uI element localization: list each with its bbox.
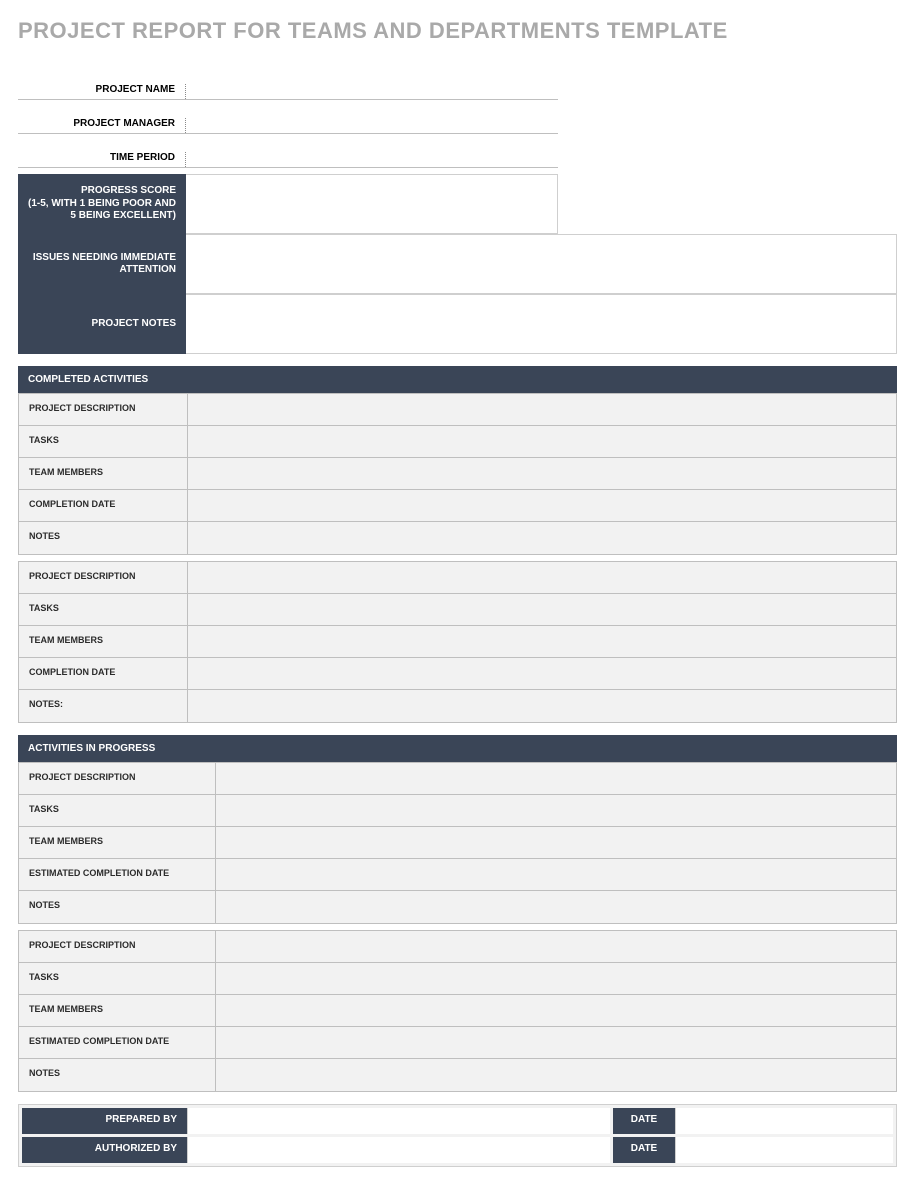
authorized-by-date-value[interactable] bbox=[675, 1137, 893, 1163]
progress-score-label: PROGRESS SCORE (1-5, WITH 1 BEING POOR A… bbox=[18, 174, 186, 234]
field-label: TASKS bbox=[19, 594, 187, 625]
field-value[interactable] bbox=[187, 562, 896, 593]
field-value[interactable] bbox=[187, 458, 896, 489]
signoff-block: PREPARED BY DATE AUTHORIZED BY DATE bbox=[18, 1104, 897, 1167]
field-value[interactable] bbox=[215, 795, 896, 826]
field-value[interactable] bbox=[215, 995, 896, 1026]
field-value[interactable] bbox=[215, 1059, 896, 1091]
prepared-by-date-value[interactable] bbox=[675, 1108, 893, 1134]
field-label: COMPLETION DATE bbox=[19, 490, 187, 521]
project-notes-value[interactable] bbox=[186, 294, 897, 354]
field-value[interactable] bbox=[187, 522, 896, 554]
progress-score-row: PROGRESS SCORE (1-5, WITH 1 BEING POOR A… bbox=[18, 174, 897, 234]
issues-row: ISSUES NEEDING IMMEDIATE ATTENTION bbox=[18, 234, 897, 294]
page-title: PROJECT REPORT FOR TEAMS AND DEPARTMENTS… bbox=[18, 18, 897, 44]
authorized-by-date-label: DATE bbox=[613, 1137, 675, 1163]
field-label: TEAM MEMBERS bbox=[19, 995, 215, 1026]
field-value[interactable] bbox=[187, 394, 896, 425]
prepared-by-value[interactable] bbox=[187, 1108, 610, 1134]
completed-block-1: PROJECT DESCRIPTION TASKS TEAM MEMBERS C… bbox=[18, 393, 897, 555]
progress-score-value[interactable] bbox=[186, 174, 558, 234]
signoff-authorized-row: AUTHORIZED BY DATE bbox=[22, 1137, 893, 1163]
field-label: NOTES bbox=[19, 1059, 215, 1091]
field-value[interactable] bbox=[215, 827, 896, 858]
field-value[interactable] bbox=[215, 891, 896, 923]
section-header-in-progress: ACTIVITIES IN PROGRESS bbox=[18, 735, 897, 762]
field-label: PROJECT DESCRIPTION bbox=[19, 562, 187, 593]
field-label: COMPLETION DATE bbox=[19, 658, 187, 689]
prepared-by-date-label: DATE bbox=[613, 1108, 675, 1134]
field-label: TEAM MEMBERS bbox=[19, 827, 215, 858]
meta-value-project-manager[interactable] bbox=[186, 129, 558, 133]
field-label: TEAM MEMBERS bbox=[19, 458, 187, 489]
signoff-prepared-row: PREPARED BY DATE bbox=[22, 1108, 893, 1134]
field-value[interactable] bbox=[215, 1027, 896, 1058]
meta-row-project-name: PROJECT NAME bbox=[18, 66, 558, 100]
meta-label-project-manager: PROJECT MANAGER bbox=[18, 118, 186, 133]
field-value[interactable] bbox=[215, 963, 896, 994]
field-value[interactable] bbox=[215, 859, 896, 890]
field-value[interactable] bbox=[187, 658, 896, 689]
field-value[interactable] bbox=[187, 690, 896, 722]
section-header-completed: COMPLETED ACTIVITIES bbox=[18, 366, 897, 393]
top-blocks: PROGRESS SCORE (1-5, WITH 1 BEING POOR A… bbox=[18, 174, 897, 354]
authorized-by-value[interactable] bbox=[187, 1137, 610, 1163]
field-label: TASKS bbox=[19, 795, 215, 826]
authorized-by-label: AUTHORIZED BY bbox=[22, 1137, 187, 1163]
field-label: ESTIMATED COMPLETION DATE bbox=[19, 859, 215, 890]
field-label: TASKS bbox=[19, 426, 187, 457]
meta-label-time-period: TIME PERIOD bbox=[18, 152, 186, 167]
issues-label: ISSUES NEEDING IMMEDIATE ATTENTION bbox=[18, 234, 186, 294]
meta-row-time-period: TIME PERIOD bbox=[18, 134, 558, 168]
field-value[interactable] bbox=[187, 490, 896, 521]
prepared-by-label: PREPARED BY bbox=[22, 1108, 187, 1134]
field-value[interactable] bbox=[215, 931, 896, 962]
meta-value-time-period[interactable] bbox=[186, 163, 558, 167]
field-label: PROJECT DESCRIPTION bbox=[19, 931, 215, 962]
in-progress-block-2: PROJECT DESCRIPTION TASKS TEAM MEMBERS E… bbox=[18, 930, 897, 1092]
project-notes-row: PROJECT NOTES bbox=[18, 294, 897, 354]
field-label: TASKS bbox=[19, 963, 215, 994]
issues-value[interactable] bbox=[186, 234, 897, 294]
field-value[interactable] bbox=[187, 426, 896, 457]
field-label: PROJECT DESCRIPTION bbox=[19, 394, 187, 425]
field-label: TEAM MEMBERS bbox=[19, 626, 187, 657]
field-label: NOTES bbox=[19, 891, 215, 923]
field-value[interactable] bbox=[187, 626, 896, 657]
field-label: PROJECT DESCRIPTION bbox=[19, 763, 215, 794]
field-value[interactable] bbox=[215, 763, 896, 794]
completed-block-2: PROJECT DESCRIPTION TASKS TEAM MEMBERS C… bbox=[18, 561, 897, 723]
field-label: NOTES: bbox=[19, 690, 187, 722]
field-label: NOTES bbox=[19, 522, 187, 554]
project-notes-label: PROJECT NOTES bbox=[18, 294, 186, 354]
meta-value-project-name[interactable] bbox=[186, 95, 558, 99]
field-value[interactable] bbox=[187, 594, 896, 625]
meta-row-project-manager: PROJECT MANAGER bbox=[18, 100, 558, 134]
meta-label-project-name: PROJECT NAME bbox=[18, 84, 186, 99]
field-label: ESTIMATED COMPLETION DATE bbox=[19, 1027, 215, 1058]
in-progress-block-1: PROJECT DESCRIPTION TASKS TEAM MEMBERS E… bbox=[18, 762, 897, 924]
